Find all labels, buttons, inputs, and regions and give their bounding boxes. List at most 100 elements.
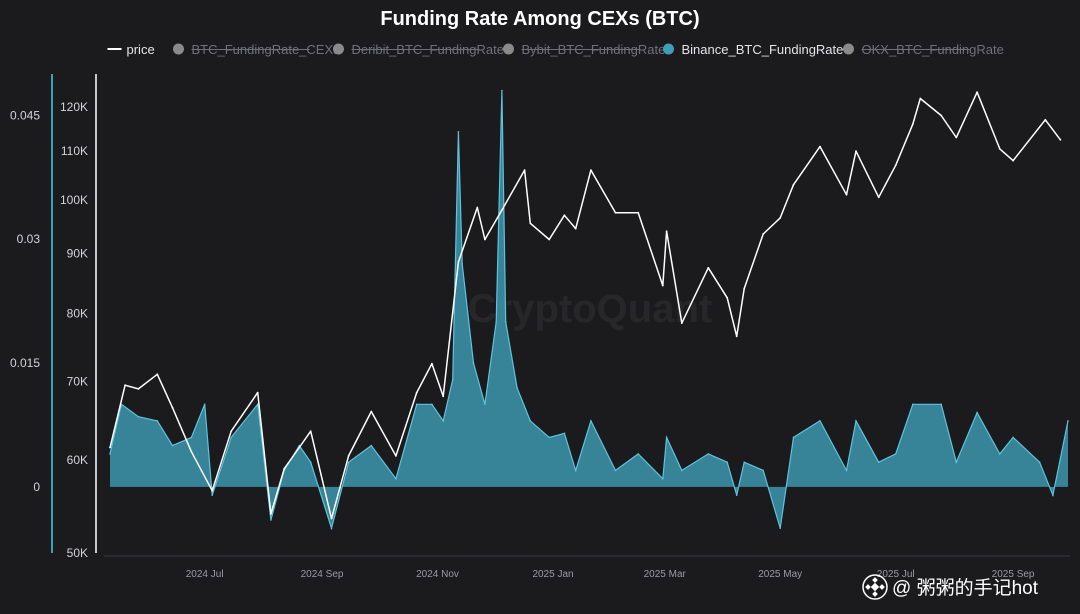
price-point xyxy=(792,183,795,186)
legend-marker xyxy=(333,43,344,55)
funding-point xyxy=(395,477,397,480)
price-point xyxy=(661,284,664,287)
funding-point xyxy=(614,469,617,472)
funding-point xyxy=(137,415,140,418)
funding-point xyxy=(681,469,683,472)
price-point xyxy=(523,169,526,172)
x-tick-label: 2024 Sep xyxy=(301,569,344,580)
legend-marker xyxy=(843,43,854,55)
funding-point xyxy=(762,469,764,472)
funding-point xyxy=(1067,420,1069,422)
funding-point xyxy=(501,89,503,92)
price-point xyxy=(819,145,821,148)
price-point xyxy=(156,373,159,376)
price-tick-label: 70K xyxy=(67,375,88,389)
price-point xyxy=(665,230,668,233)
watermark: CryptoQuant xyxy=(468,287,712,331)
funding-point xyxy=(548,436,550,439)
funding-point xyxy=(457,131,460,133)
price-point xyxy=(1059,138,1062,141)
funding-point xyxy=(665,436,668,439)
price-line xyxy=(109,91,1061,520)
legend-label: Binance_BTC_FundingRate xyxy=(682,42,844,57)
x-tick-label: 2025 Mar xyxy=(644,569,687,580)
funding-point xyxy=(743,461,745,464)
legend-marker xyxy=(663,43,674,55)
funding-point xyxy=(109,453,111,455)
funding-point xyxy=(203,403,206,406)
price-point xyxy=(230,430,233,433)
price-point xyxy=(370,410,373,413)
price-point xyxy=(877,196,880,199)
funding-point xyxy=(190,436,193,439)
funding-point xyxy=(442,420,445,422)
price-point xyxy=(637,211,640,214)
price-point xyxy=(574,227,577,230)
price-point xyxy=(484,238,486,241)
funding-point xyxy=(270,519,272,521)
funding-point xyxy=(563,432,566,435)
binance-logo-icon xyxy=(862,574,888,600)
legend-item-bybit-btc-fundingrate[interactable]: Bybit_BTC_FundingRate xyxy=(503,42,665,57)
chart-title: Funding Rate Among CEXs (BTC) xyxy=(380,8,699,30)
legend-item-price[interactable]: price xyxy=(107,42,155,57)
funding-point xyxy=(912,403,914,406)
funding-tick-label: 0 xyxy=(33,480,40,494)
price-tick-label: 60K xyxy=(67,453,88,467)
price-point xyxy=(762,233,765,235)
funding-tick-label: 0.045 xyxy=(10,108,40,122)
price-point xyxy=(457,261,460,263)
funding-point xyxy=(370,444,373,447)
funding-point xyxy=(156,420,159,422)
legend-item-okx-btc-fundingrate[interactable]: OKX_BTC_FundingRate xyxy=(843,42,1004,57)
x-tick-label: 2025 May xyxy=(758,569,802,580)
price-layer xyxy=(109,91,1062,520)
funding-point xyxy=(431,403,433,406)
funding-point xyxy=(976,411,978,414)
price-point xyxy=(614,211,617,214)
funding-point xyxy=(495,321,498,323)
funding-point xyxy=(955,461,958,464)
funding-point xyxy=(894,453,897,455)
price-tick-label: 80K xyxy=(67,307,88,321)
price-point xyxy=(940,114,943,117)
funding-point xyxy=(726,461,728,464)
price-point xyxy=(779,217,782,219)
funding-point xyxy=(877,461,880,464)
price-point xyxy=(919,97,922,100)
funding-point xyxy=(574,469,577,472)
x-tick-label: 2024 Nov xyxy=(416,569,459,580)
funding-point xyxy=(855,420,857,422)
funding-point xyxy=(662,477,664,480)
legend-marker xyxy=(173,43,184,55)
funding-point xyxy=(451,378,454,381)
legend-item-btc-fundingrate-cexs[interactable]: BTC_FundingRate_CEXs xyxy=(173,42,340,57)
funding-point xyxy=(330,527,333,529)
price-point xyxy=(171,406,174,409)
price-point xyxy=(743,287,746,290)
legend-item-deribit-btc-fundingrate[interactable]: Deribit_BTC_FundingRate xyxy=(333,42,504,57)
legend-item-binance-btc-fundingrate[interactable]: Binance_BTC_FundingRate xyxy=(663,42,843,57)
price-point xyxy=(190,450,193,453)
price-point xyxy=(976,91,978,94)
funding-point xyxy=(256,403,259,406)
funding-point xyxy=(845,469,848,472)
price-point xyxy=(563,214,566,217)
price-point xyxy=(330,517,333,520)
price-point xyxy=(442,395,445,398)
price-point xyxy=(548,238,551,241)
price-point xyxy=(707,266,710,269)
funding-tick-label: 0.03 xyxy=(17,232,41,246)
x-tick-label: 2025 Jan xyxy=(532,569,573,580)
funding-point xyxy=(819,420,821,422)
price-point xyxy=(298,446,301,449)
funding-area xyxy=(110,90,1068,529)
legend-label: price xyxy=(127,42,155,57)
price-point xyxy=(124,384,126,387)
price-point xyxy=(590,169,592,172)
price-point xyxy=(476,206,479,209)
legend: price BTC_FundingRate_CEXs Deribit_BTC_Fun… xyxy=(107,42,1004,57)
source-badge-text: @ 粥粥的手记hot xyxy=(892,577,1039,599)
x-tick-label: 2025 Jul xyxy=(877,569,915,580)
funding-point xyxy=(1012,436,1014,439)
